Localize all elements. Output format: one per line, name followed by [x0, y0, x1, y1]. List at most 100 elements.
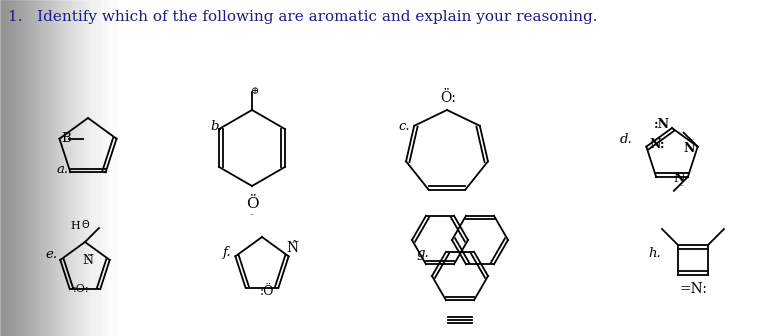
Bar: [4, 0, 5, 336]
Bar: [51, 0, 52, 336]
Bar: [1, 0, 2, 336]
Bar: [54, 0, 55, 336]
Bar: [53, 0, 54, 336]
Text: N: N: [684, 142, 695, 155]
Bar: [75, 0, 76, 336]
Bar: [106, 0, 107, 336]
Bar: [50, 0, 51, 336]
Bar: [122, 0, 123, 336]
Bar: [56, 0, 57, 336]
Text: N: N: [674, 172, 686, 185]
Bar: [81, 0, 82, 336]
Bar: [14, 0, 15, 336]
Bar: [91, 0, 92, 336]
Text: h.: h.: [648, 247, 661, 260]
Bar: [61, 0, 62, 336]
Bar: [109, 0, 110, 336]
Bar: [65, 0, 66, 336]
Bar: [25, 0, 26, 336]
Bar: [111, 0, 112, 336]
Bar: [44, 0, 45, 336]
Bar: [117, 0, 118, 336]
Bar: [48, 0, 49, 336]
Text: e.: e.: [45, 248, 57, 261]
Bar: [101, 0, 102, 336]
Bar: [38, 0, 39, 336]
Bar: [76, 0, 77, 336]
Text: :: :: [86, 256, 90, 266]
Bar: [87, 0, 88, 336]
Text: N̂: N̂: [286, 241, 299, 255]
Text: Ö: Ö: [246, 197, 258, 211]
Bar: [80, 0, 81, 336]
Bar: [35, 0, 36, 336]
Bar: [17, 0, 18, 336]
Bar: [29, 0, 30, 336]
Bar: [43, 0, 44, 336]
Bar: [21, 0, 22, 336]
Bar: [41, 0, 42, 336]
Bar: [9, 0, 10, 336]
Bar: [30, 0, 31, 336]
Text: H: H: [70, 221, 80, 231]
Text: :N: :N: [654, 119, 670, 131]
Bar: [46, 0, 47, 336]
Text: Θ: Θ: [81, 220, 89, 230]
Bar: [68, 0, 69, 336]
Bar: [100, 0, 101, 336]
Bar: [107, 0, 108, 336]
Bar: [108, 0, 109, 336]
Bar: [84, 0, 85, 336]
Bar: [94, 0, 95, 336]
Text: ⊕: ⊕: [251, 87, 259, 96]
Bar: [119, 0, 120, 336]
Bar: [22, 0, 23, 336]
Bar: [64, 0, 65, 336]
Bar: [40, 0, 41, 336]
Bar: [31, 0, 32, 336]
Bar: [97, 0, 98, 336]
Bar: [71, 0, 72, 336]
Text: f.: f.: [223, 246, 231, 259]
Bar: [57, 0, 58, 336]
Bar: [15, 0, 16, 336]
Bar: [34, 0, 35, 336]
Bar: [116, 0, 117, 336]
Text: a.: a.: [57, 163, 69, 176]
Bar: [114, 0, 115, 336]
Text: Ö:: Ö:: [440, 91, 456, 105]
Bar: [0, 0, 1, 336]
Bar: [27, 0, 28, 336]
Bar: [13, 0, 14, 336]
Bar: [7, 0, 8, 336]
Bar: [36, 0, 37, 336]
Bar: [120, 0, 121, 336]
Bar: [74, 0, 75, 336]
Bar: [104, 0, 105, 336]
Bar: [52, 0, 53, 336]
Text: d.: d.: [620, 133, 633, 146]
Bar: [60, 0, 61, 336]
Bar: [72, 0, 73, 336]
Text: ··: ··: [689, 136, 694, 145]
Bar: [85, 0, 86, 336]
Bar: [82, 0, 83, 336]
Bar: [99, 0, 100, 336]
Bar: [113, 0, 114, 336]
Bar: [3, 0, 4, 336]
Text: 1.   Identify which of the following are aromatic and explain your reasoning.: 1. Identify which of the following are a…: [8, 10, 597, 24]
Bar: [86, 0, 87, 336]
Bar: [123, 0, 124, 336]
Bar: [98, 0, 99, 336]
Text: B: B: [61, 132, 71, 145]
Text: N:: N:: [650, 138, 665, 151]
Bar: [78, 0, 79, 336]
Text: b.: b.: [210, 120, 223, 133]
Bar: [105, 0, 106, 336]
Bar: [20, 0, 21, 336]
Bar: [32, 0, 33, 336]
Text: ··: ··: [679, 182, 685, 191]
Bar: [19, 0, 20, 336]
Bar: [92, 0, 93, 336]
Bar: [66, 0, 67, 336]
